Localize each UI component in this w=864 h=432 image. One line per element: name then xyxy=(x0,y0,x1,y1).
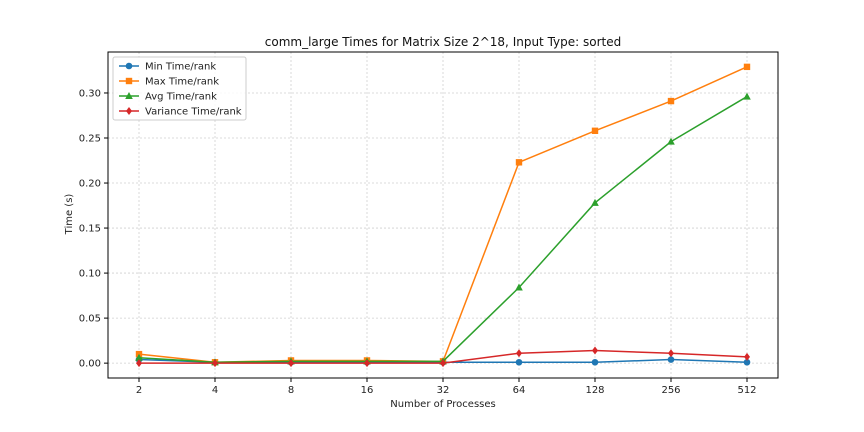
data-point xyxy=(667,137,675,145)
y-tick-label: 0.20 xyxy=(79,179,101,190)
data-point xyxy=(591,358,599,366)
data-point xyxy=(667,97,675,105)
x-tick-label: 2 xyxy=(136,385,142,396)
x-tick-label: 128 xyxy=(585,385,604,396)
x-tick-label: 256 xyxy=(661,385,680,396)
data-point xyxy=(212,359,218,368)
legend-item: Min Time/rank xyxy=(119,62,216,73)
data-point xyxy=(136,359,142,368)
data-point xyxy=(516,349,522,358)
legend-marker xyxy=(126,107,132,115)
x-tick-label: 4 xyxy=(212,385,218,396)
y-axis-title: Time (s) xyxy=(64,194,75,236)
data-point xyxy=(515,358,523,366)
series-layer xyxy=(135,63,751,368)
data-point xyxy=(135,353,143,361)
legend-marker xyxy=(125,92,133,99)
data-point xyxy=(591,127,599,134)
legend-label: Max Time/rank xyxy=(145,77,219,88)
legend-box xyxy=(112,56,247,121)
legend-item: Max Time/rank xyxy=(119,77,219,88)
legend-label: Variance Time/rank xyxy=(145,107,242,118)
data-point xyxy=(288,359,294,368)
data-point xyxy=(743,63,751,71)
legend-item: Variance Time/rank xyxy=(119,107,242,118)
data-point xyxy=(667,356,675,363)
data-point xyxy=(515,283,523,291)
x-axis-title: Number of Processes xyxy=(390,399,495,410)
legend-item: Avg Time/rank xyxy=(119,92,217,103)
data-point xyxy=(440,359,446,368)
y-tick-label: 0.10 xyxy=(79,269,101,280)
legend-label: Avg Time/rank xyxy=(145,92,217,103)
axes: 2 4 8 16 32 64 128 256 512 0.00 0.05 0.10 0.15 0.20 0.… xyxy=(79,88,757,396)
y-tick-label: 0.30 xyxy=(79,88,101,99)
data-point xyxy=(668,349,674,358)
y-tick-label: 0.25 xyxy=(79,134,101,145)
data-point xyxy=(743,358,751,366)
data-point xyxy=(744,352,750,361)
data-point xyxy=(364,359,370,368)
y-tick-label: 0.15 xyxy=(79,224,101,235)
chart-title: comm_large Times for Matrix Size 2^18, I… xyxy=(265,35,621,49)
x-tick-label: 16 xyxy=(361,385,374,396)
x-tick-label: 32 xyxy=(437,385,450,396)
x-tick-label: 512 xyxy=(737,385,756,396)
x-tick-label: 8 xyxy=(288,385,294,396)
legend-marker xyxy=(125,62,133,70)
data-point xyxy=(592,346,598,355)
legend-label: Min Time/rank xyxy=(145,62,216,73)
legend-marker xyxy=(125,77,133,85)
y-tick-label: 0.00 xyxy=(79,359,101,370)
series-3 xyxy=(136,346,750,368)
legend: Min Time/rank Max Time/rank Avg Time/rank V… xyxy=(112,56,247,121)
data-point xyxy=(743,92,751,100)
x-tick-label: 64 xyxy=(513,385,526,396)
data-point xyxy=(515,159,523,166)
data-point xyxy=(591,198,599,206)
y-tick-label: 0.05 xyxy=(79,314,101,325)
